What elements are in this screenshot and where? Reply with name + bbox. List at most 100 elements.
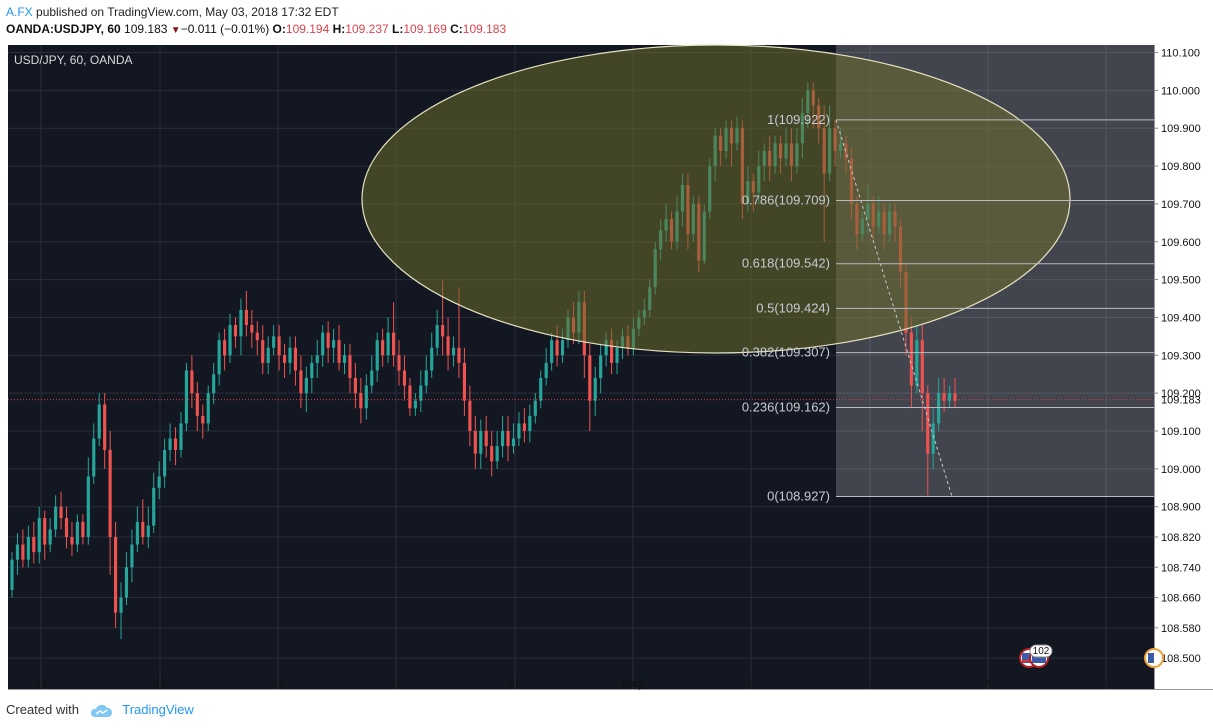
candle[interactable]: [255, 321, 259, 356]
candle[interactable]: [479, 419, 483, 469]
candle[interactable]: [915, 325, 919, 394]
candle[interactable]: [468, 385, 472, 447]
candle[interactable]: [381, 328, 385, 367]
author-link[interactable]: A.FX: [6, 5, 33, 19]
candle[interactable]: [59, 491, 63, 530]
candle[interactable]: [206, 385, 210, 431]
candle[interactable]: [386, 317, 390, 363]
candle[interactable]: [179, 412, 183, 458]
candle[interactable]: [942, 378, 946, 413]
economic-event-flags[interactable]: 102: [1019, 644, 1164, 668]
candle[interactable]: [282, 343, 287, 379]
candle[interactable]: [931, 408, 935, 469]
candle[interactable]: [113, 521, 118, 628]
candle[interactable]: [212, 362, 216, 405]
candle[interactable]: [173, 427, 178, 466]
candle[interactable]: [550, 332, 554, 371]
candle[interactable]: [446, 317, 450, 371]
candle[interactable]: [124, 552, 129, 606]
candle[interactable]: [588, 343, 592, 431]
candle[interactable]: [86, 457, 90, 545]
candle[interactable]: [462, 347, 467, 416]
candle[interactable]: [244, 290, 248, 337]
candle[interactable]: [353, 362, 357, 409]
candle[interactable]: [528, 404, 532, 443]
candle[interactable]: [64, 506, 69, 549]
candle[interactable]: [484, 415, 488, 458]
candle[interactable]: [239, 298, 243, 356]
candle[interactable]: [92, 423, 96, 484]
candle[interactable]: [359, 378, 363, 424]
candle[interactable]: [201, 404, 205, 439]
candle[interactable]: [424, 355, 428, 394]
candle[interactable]: [195, 381, 199, 431]
candle[interactable]: [21, 529, 25, 568]
candle[interactable]: [157, 461, 161, 500]
candle[interactable]: [337, 325, 341, 371]
candle[interactable]: [599, 343, 603, 394]
candle[interactable]: [26, 525, 30, 568]
candle[interactable]: [32, 521, 36, 564]
candle[interactable]: [103, 393, 107, 469]
candle[interactable]: [451, 336, 456, 367]
candle[interactable]: [544, 347, 548, 386]
candle[interactable]: [435, 309, 439, 356]
candle[interactable]: [141, 499, 145, 545]
candle[interactable]: [304, 366, 308, 413]
candle[interactable]: [130, 529, 134, 583]
candle[interactable]: [97, 393, 101, 447]
candle[interactable]: [54, 495, 58, 537]
candle[interactable]: [321, 325, 325, 367]
candle[interactable]: [217, 332, 221, 386]
candle[interactable]: [419, 370, 423, 413]
candle[interactable]: [75, 514, 79, 553]
candle[interactable]: [299, 355, 303, 409]
candle[interactable]: [408, 378, 412, 416]
candle[interactable]: [37, 506, 41, 564]
candle[interactable]: [909, 317, 913, 409]
candle[interactable]: [10, 552, 14, 598]
candle[interactable]: [593, 366, 597, 416]
candle[interactable]: [511, 423, 516, 454]
candle[interactable]: [937, 378, 941, 431]
tradingview-link[interactable]: TradingView: [122, 702, 194, 717]
candle[interactable]: [43, 510, 47, 560]
ellipse-annotation[interactable]: [361, 44, 1071, 354]
candle[interactable]: [348, 343, 352, 394]
candle[interactable]: [315, 340, 319, 379]
candle[interactable]: [272, 325, 276, 356]
candle[interactable]: [495, 431, 499, 469]
candle[interactable]: [266, 336, 270, 375]
candle[interactable]: [920, 325, 924, 431]
candle[interactable]: [533, 393, 537, 424]
candle[interactable]: [135, 506, 139, 553]
candle[interactable]: [342, 343, 347, 375]
candle[interactable]: [500, 415, 505, 458]
candle[interactable]: [947, 385, 952, 409]
candle[interactable]: [81, 514, 85, 545]
candle[interactable]: [146, 506, 150, 549]
candle[interactable]: [375, 332, 379, 382]
candle[interactable]: [277, 325, 281, 371]
candle[interactable]: [391, 302, 396, 367]
candle[interactable]: [539, 370, 543, 409]
candle[interactable]: [490, 431, 494, 477]
candle[interactable]: [48, 518, 52, 553]
candle[interactable]: [228, 313, 232, 363]
candle[interactable]: [152, 472, 156, 534]
price-chart[interactable]: 24 25 26 27 30 May 2 3 4 7 110.100 110.000 109.900 10…: [0, 42, 1213, 690]
candle[interactable]: [397, 340, 401, 386]
candle[interactable]: [473, 415, 477, 469]
candle[interactable]: [293, 336, 298, 386]
candle[interactable]: [310, 355, 314, 394]
candle[interactable]: [163, 438, 167, 488]
candle[interactable]: [233, 317, 238, 348]
candle[interactable]: [326, 321, 330, 363]
candle[interactable]: [250, 309, 254, 348]
candle[interactable]: [332, 328, 336, 363]
candle[interactable]: [168, 423, 172, 462]
candle[interactable]: [261, 325, 265, 375]
candle[interactable]: [522, 408, 526, 443]
candle[interactable]: [517, 412, 521, 447]
candle[interactable]: [223, 328, 227, 371]
